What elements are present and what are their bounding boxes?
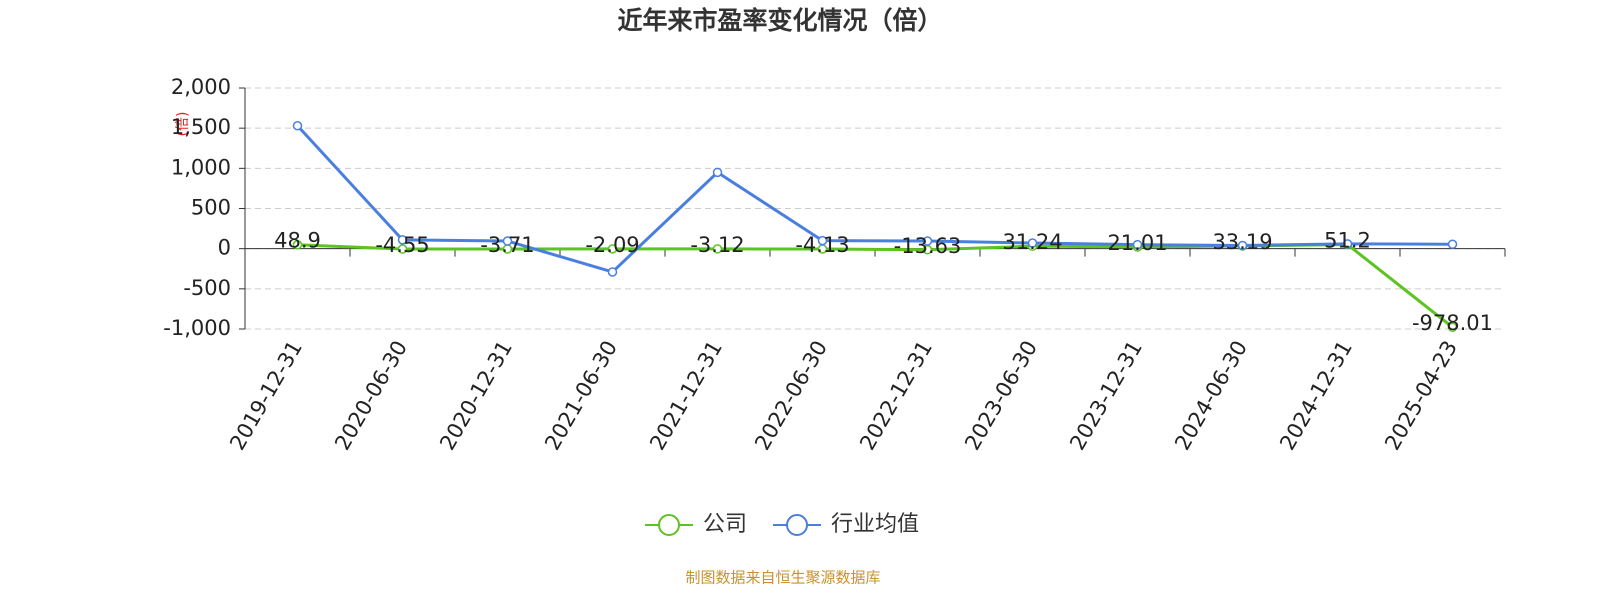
data-label: 48.9 [274, 229, 321, 253]
legend-label: 行业均值 [831, 512, 919, 537]
x-tick-label: 2020-06-30 [330, 337, 412, 455]
chart-title: 近年来市盈率变化情况（倍） [617, 6, 942, 35]
data-label: 31.24 [1002, 230, 1062, 254]
data-point [607, 244, 618, 254]
data-label: -978.01 [1412, 311, 1493, 335]
x-tick-label: 2021-12-31 [645, 337, 727, 455]
data-point [1447, 239, 1458, 249]
data-point [1447, 322, 1458, 332]
x-tick-label: 2023-12-31 [1065, 337, 1147, 455]
legend-marker [658, 514, 680, 536]
source-note: 制图数据来自恒生聚源数据库 [685, 569, 880, 587]
data-point [502, 236, 513, 246]
series-line [296, 124, 1453, 274]
y-tick-label: -1,000 [163, 316, 231, 340]
x-tick-label: 2024-12-31 [1275, 337, 1357, 455]
x-tick-label: 2020-12-31 [435, 337, 517, 455]
data-point [922, 236, 933, 246]
y-tick-label: 500 [191, 196, 231, 220]
y-axis-label: (倍) [175, 112, 191, 137]
data-point [1132, 239, 1143, 250]
data-label: -2.09 [585, 233, 639, 257]
x-tick-label: 2019-12-31 [225, 337, 307, 455]
legend-label: 公司 [703, 512, 747, 537]
y-tick-label: 2,000 [171, 75, 231, 99]
data-label: -4.13 [795, 233, 849, 257]
y-tick-label: 1,500 [171, 115, 231, 139]
data-label: 51.2 [1324, 229, 1371, 253]
data-point [397, 244, 408, 254]
y-tick-label: 0 [218, 236, 231, 260]
data-point [1027, 238, 1038, 248]
data-point [397, 235, 408, 245]
data-point [607, 267, 618, 277]
data-label: -13.63 [894, 234, 962, 258]
data-point [712, 167, 723, 178]
series-line [297, 243, 1454, 329]
data-label: 21.01 [1107, 231, 1167, 255]
data-point [712, 244, 723, 254]
data-label: -3.12 [690, 233, 744, 257]
data-point [292, 239, 303, 250]
data-point [292, 121, 303, 131]
x-tick-label: 2022-06-30 [750, 337, 832, 455]
data-label: 33.19 [1212, 230, 1272, 254]
x-tick-label: 2022-12-31 [855, 337, 937, 455]
legend-marker [786, 514, 808, 536]
x-tick-label: 2021-06-30 [540, 337, 622, 455]
data-point [1237, 240, 1248, 251]
x-tick-label: 2024-06-30 [1170, 337, 1252, 455]
x-tick-label: 2023-06-30 [960, 337, 1042, 455]
y-tick-label: -500 [183, 276, 231, 300]
x-tick-label: 2025-04-23 [1380, 337, 1462, 455]
data-point [1342, 239, 1353, 249]
data-label: -3.71 [480, 233, 534, 257]
data-point [817, 235, 828, 246]
data-label: -4.55 [375, 233, 429, 257]
y-tick-label: 1,000 [171, 155, 231, 179]
